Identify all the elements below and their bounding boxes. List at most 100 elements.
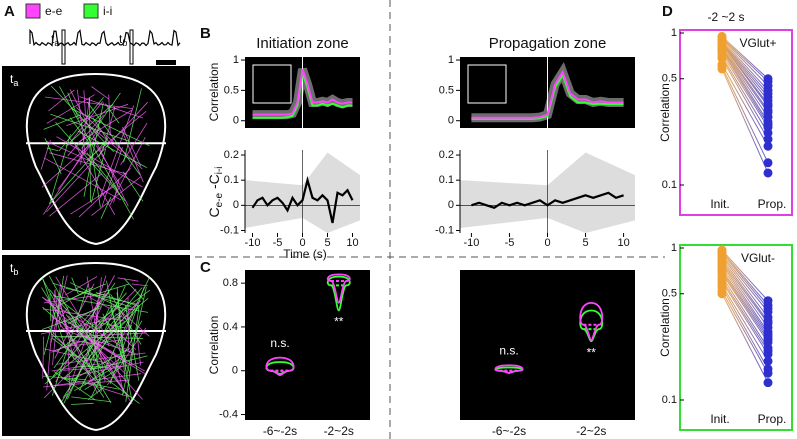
prop-point xyxy=(763,141,773,151)
axis-title: Ce-e -Ci-i xyxy=(206,166,225,217)
connection xyxy=(109,305,127,362)
image-main: t xyxy=(10,261,14,275)
panel-title: -2 ~2 s xyxy=(707,10,744,24)
connection xyxy=(80,97,90,165)
annotation: n.s. xyxy=(270,336,289,350)
connection xyxy=(79,309,124,391)
connection xyxy=(71,277,79,295)
ee-violin xyxy=(494,364,524,374)
y-tick-label: 0 xyxy=(448,199,454,211)
connection xyxy=(86,276,106,382)
connection xyxy=(55,275,115,383)
connection xyxy=(122,126,142,167)
y-tick-label: -0.1 xyxy=(435,224,454,236)
y-tick-label: 0.5 xyxy=(224,84,239,96)
connection xyxy=(77,130,147,168)
connection xyxy=(91,276,151,397)
connection xyxy=(42,336,45,379)
x-tick-label: 0 xyxy=(299,237,305,249)
connection xyxy=(92,117,108,141)
prop-point xyxy=(763,356,773,366)
y-tick-label: 1 xyxy=(671,242,677,254)
ii-violin xyxy=(579,309,604,343)
time-marker xyxy=(61,29,66,65)
x-tick-label: -6~-2s xyxy=(263,424,297,438)
y-tick-label: 0.1 xyxy=(662,394,677,406)
y-tick-label: 0 xyxy=(233,115,239,127)
pair-line xyxy=(721,251,769,306)
connection xyxy=(54,379,130,387)
pair-line xyxy=(721,56,769,134)
connection xyxy=(79,96,144,119)
connection xyxy=(42,375,87,381)
x-tick-label: -2~2s xyxy=(324,424,354,438)
connection xyxy=(49,173,103,217)
connection xyxy=(71,402,94,405)
pair-line xyxy=(721,287,769,370)
connection xyxy=(52,282,132,308)
connection xyxy=(50,85,114,153)
inset xyxy=(252,64,292,104)
connection xyxy=(70,283,106,299)
x-tick-label: 5 xyxy=(324,237,330,249)
prop-point xyxy=(763,158,773,168)
connection xyxy=(65,276,98,296)
pair-line xyxy=(721,39,769,91)
pair-line xyxy=(721,279,769,352)
connection xyxy=(105,103,120,124)
y-tick-label: 0.5 xyxy=(662,288,677,300)
connection xyxy=(46,101,148,213)
connection xyxy=(74,143,116,215)
axis-title-part: e-e xyxy=(214,192,225,207)
image-label: ta xyxy=(10,72,18,88)
pair-line xyxy=(721,50,769,125)
diff-line xyxy=(471,191,624,210)
marker-label: ta xyxy=(51,32,59,48)
connection xyxy=(43,157,122,201)
ee-line xyxy=(252,68,353,116)
calcium-trace xyxy=(29,28,181,47)
pair-line xyxy=(721,49,769,123)
connection xyxy=(91,176,141,216)
y-tick-label: 0 xyxy=(232,365,238,377)
x-tick-label: -10 xyxy=(245,237,261,249)
connection xyxy=(117,277,139,282)
connection xyxy=(113,106,116,109)
connection xyxy=(136,329,142,366)
connection xyxy=(61,393,68,402)
connection xyxy=(76,89,86,155)
connection xyxy=(43,114,81,130)
connection xyxy=(44,137,62,175)
frame xyxy=(679,29,793,216)
pair-line xyxy=(721,258,769,322)
annotation: ** xyxy=(587,345,597,359)
connection xyxy=(124,367,133,402)
connection xyxy=(48,275,105,377)
connection xyxy=(106,327,147,386)
connection xyxy=(46,94,95,124)
connection xyxy=(108,94,111,136)
pair-line xyxy=(721,44,769,107)
pair-line xyxy=(721,284,769,362)
connection xyxy=(46,289,56,391)
x-tick-label: 10 xyxy=(617,237,629,249)
panel-label: D xyxy=(662,3,673,20)
annotation: ** xyxy=(334,315,344,329)
connection xyxy=(76,107,143,170)
connection xyxy=(71,396,112,403)
pair-line xyxy=(721,42,769,101)
prop-point xyxy=(763,349,773,359)
zone-title: Propagation zone xyxy=(489,35,607,52)
x-tick-label: Prop. xyxy=(758,412,787,426)
connection xyxy=(85,336,145,372)
connection xyxy=(113,179,120,203)
image-sub: b xyxy=(13,267,18,277)
connection xyxy=(90,307,139,360)
pair-line xyxy=(721,48,769,118)
axis-title-part: -C xyxy=(206,174,222,193)
connection xyxy=(45,96,133,109)
y-tick-label: 1 xyxy=(671,27,677,39)
connection xyxy=(67,101,104,146)
legend-label: i-i xyxy=(103,4,112,18)
